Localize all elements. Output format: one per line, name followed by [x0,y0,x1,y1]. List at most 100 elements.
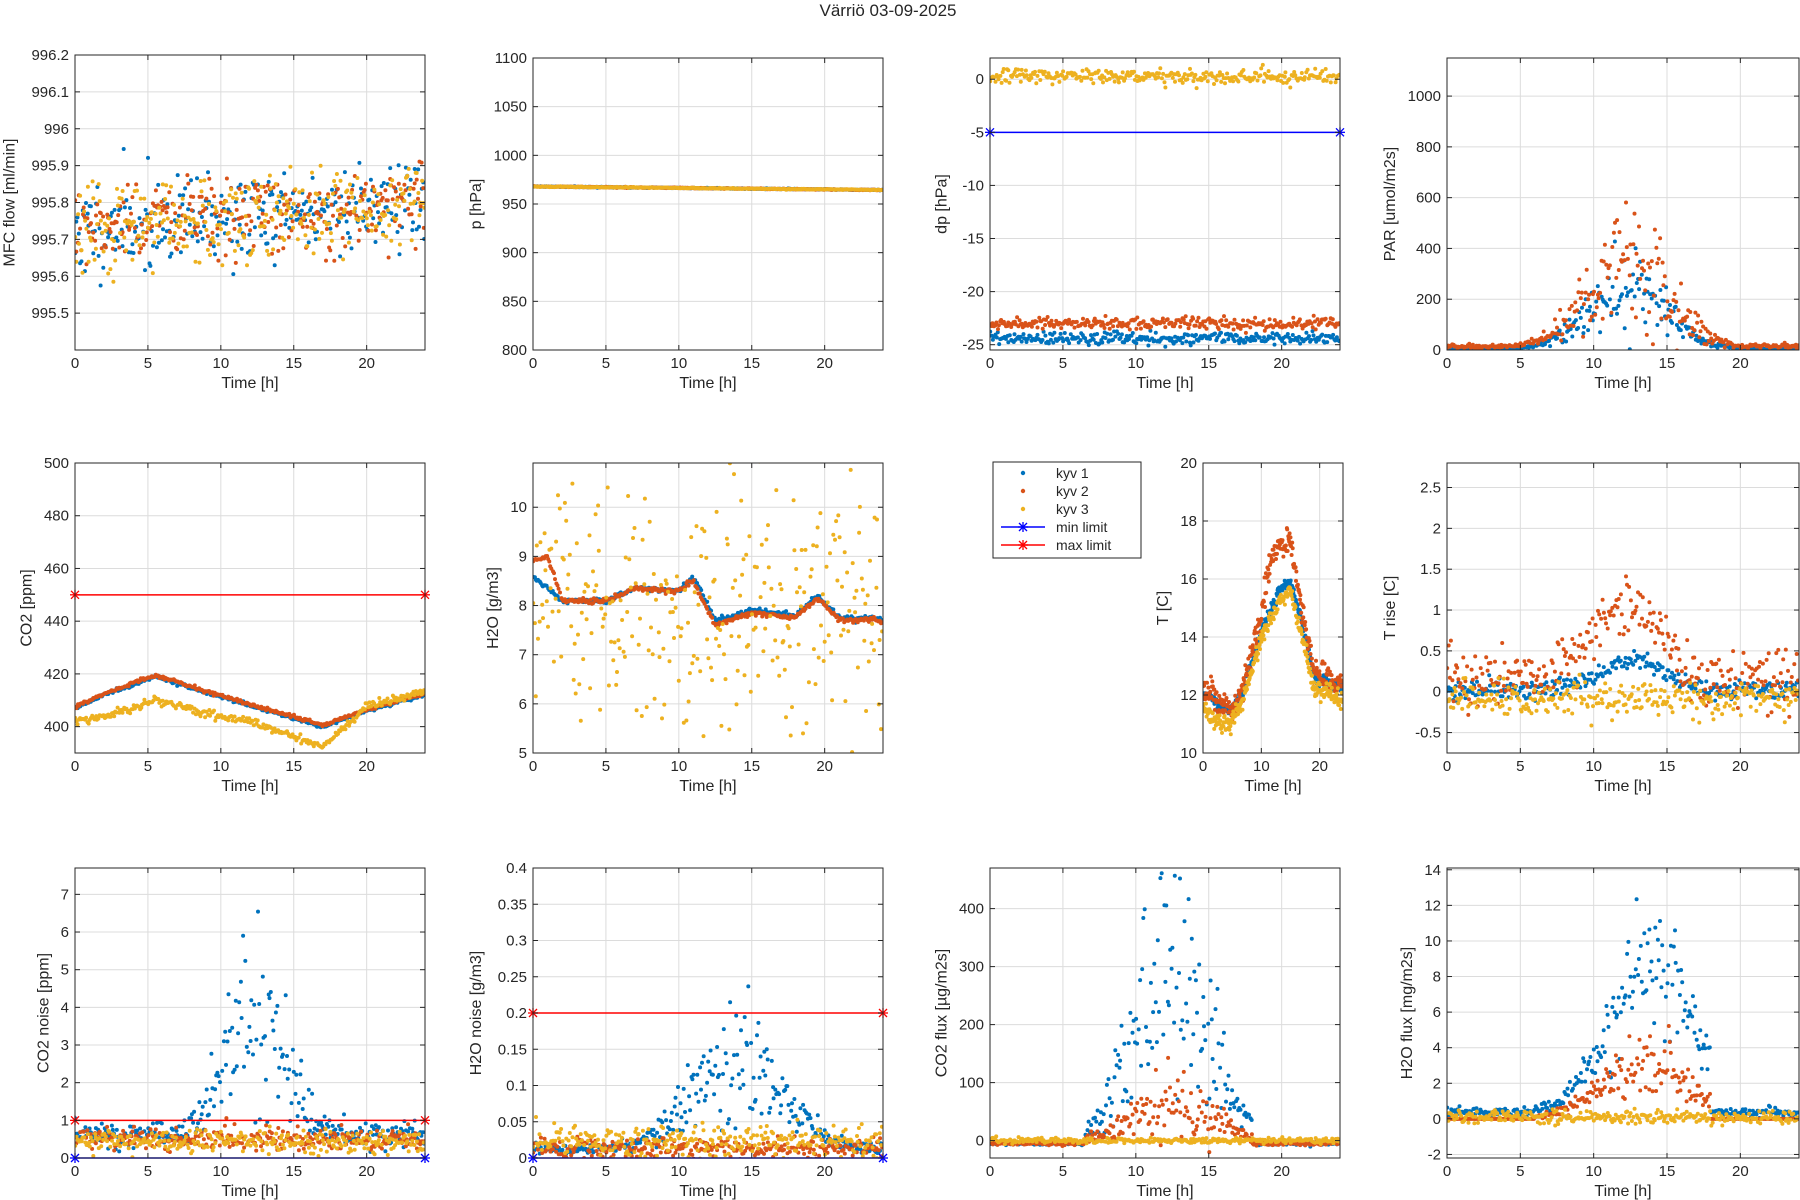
data-point [332,179,337,183]
data-point [115,186,119,191]
data-point [1219,318,1224,323]
data-point [1064,74,1069,79]
data-point [290,732,295,737]
x-tick-label: 20 [1732,355,1749,372]
data-point [1610,284,1615,289]
data-point [1305,67,1310,72]
data-point [574,541,579,546]
data-point [996,77,1001,82]
data-point [288,164,293,169]
data-point [195,239,200,244]
data-point [363,212,368,217]
data-point [141,230,146,235]
data-point [1573,300,1578,305]
data-point [261,200,266,205]
data-point [208,242,213,247]
data-point [1054,70,1059,75]
data-point [142,697,147,702]
data-point [1034,319,1039,324]
data-point [370,200,375,205]
data-point [1038,78,1043,82]
data-point [266,179,271,184]
x-tick-label: 15 [1659,355,1676,372]
data-point [297,190,302,195]
data-point [552,571,556,576]
data-point [1102,75,1107,80]
data-point [578,718,583,723]
data-point [1635,263,1640,268]
data-point [184,244,189,249]
data-point [1003,336,1008,341]
data-point [302,212,307,217]
data-point [1667,314,1672,319]
data-point [1186,333,1191,338]
data-point [370,222,374,227]
data-point [130,242,135,247]
data-point [241,714,246,719]
data-point [1693,310,1698,315]
data-point [1118,335,1123,340]
data-point [121,147,126,151]
data-point [309,219,313,223]
data-point [315,192,320,197]
data-point [632,526,637,530]
data-point [1658,236,1663,241]
x-tick-label: 0 [1443,355,1451,372]
data-point [1280,339,1285,343]
data-point [328,248,333,253]
data-point [1035,73,1040,78]
data-point [1016,67,1021,72]
data-point [106,271,111,276]
data-point [1037,315,1042,320]
data-point [287,206,292,211]
data-point [374,224,379,229]
data-point [218,213,223,218]
data-point [406,166,411,171]
data-point [206,202,211,206]
data-point [994,320,999,325]
data-point [1637,287,1642,292]
y-axis-label: MFC flow [ml/min] [2,139,19,267]
data-point [1573,318,1578,323]
data-point [393,202,398,207]
data-point [316,217,321,221]
y-tick-label: 0 [976,71,984,88]
data-point [281,196,286,201]
data-point [705,606,710,611]
data-point [1661,298,1666,303]
data-point [1252,75,1257,80]
data-point [1119,332,1124,337]
data-point [91,196,96,201]
data-point [327,221,332,226]
data-point [1587,308,1592,313]
data-point [98,218,103,223]
data-point [1060,336,1065,341]
data-point [182,213,187,218]
data-point [367,209,372,214]
data-point [313,237,318,242]
data-point [1660,260,1665,265]
data-point [1163,344,1168,349]
data-point [1015,315,1020,320]
data-point [317,236,322,241]
data-point [217,222,222,227]
data-point [1237,341,1242,346]
x-axis-label: Time [h] [221,375,278,392]
data-point [205,247,210,252]
data-point [128,711,133,716]
data-point [880,188,883,192]
data-point [301,202,306,207]
y-tick-label: -15 [962,231,984,248]
data-point [381,181,386,185]
x-axis-label: Time [h] [679,375,736,392]
data-point [142,196,147,201]
data-point [324,227,329,231]
data-point [219,227,223,232]
data-point [134,239,138,244]
data-point [192,683,197,688]
data-point [334,223,339,228]
data-point [333,200,338,205]
data-point [279,190,283,195]
data-point [1226,324,1231,329]
data-point [569,624,574,629]
